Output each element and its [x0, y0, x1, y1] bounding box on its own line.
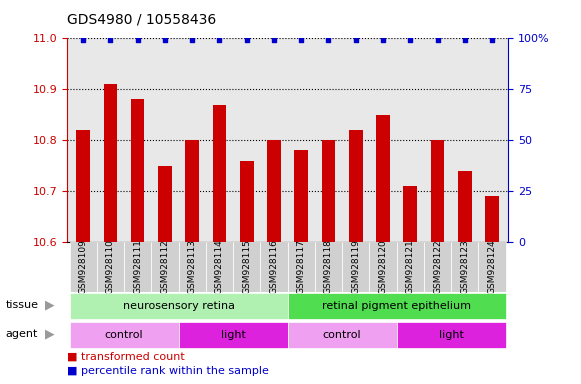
Bar: [124, 242, 151, 292]
Bar: [451, 242, 478, 292]
Bar: [267, 140, 281, 242]
Bar: [151, 242, 178, 292]
Bar: [315, 242, 342, 292]
Text: retinal pigment epithelium: retinal pigment epithelium: [322, 301, 471, 311]
Bar: [397, 322, 505, 348]
Text: GSM928115: GSM928115: [242, 240, 251, 294]
Point: [215, 37, 224, 43]
Text: light: light: [439, 330, 464, 340]
Point: [406, 37, 415, 43]
Bar: [424, 242, 451, 292]
Text: control: control: [105, 330, 144, 340]
Text: ▶: ▶: [45, 299, 54, 312]
Text: tissue: tissue: [6, 300, 39, 310]
Bar: [103, 84, 117, 242]
Bar: [288, 322, 397, 348]
Bar: [178, 242, 206, 292]
Text: GSM928121: GSM928121: [406, 240, 415, 294]
Bar: [403, 186, 417, 242]
Text: GSM928116: GSM928116: [270, 240, 278, 294]
Text: agent: agent: [6, 329, 38, 339]
Text: control: control: [323, 330, 361, 340]
Text: neurosensory retina: neurosensory retina: [123, 301, 235, 311]
Point: [351, 37, 360, 43]
Bar: [233, 242, 260, 292]
Text: GSM928120: GSM928120: [378, 240, 388, 294]
Bar: [431, 140, 444, 242]
Text: light: light: [221, 330, 246, 340]
Text: ■ transformed count: ■ transformed count: [67, 352, 185, 362]
Bar: [322, 140, 335, 242]
Point: [433, 37, 442, 43]
Point: [133, 37, 142, 43]
Bar: [70, 293, 288, 319]
Bar: [76, 130, 90, 242]
Point: [78, 37, 88, 43]
Text: ■ percentile rank within the sample: ■ percentile rank within the sample: [67, 366, 268, 376]
Text: GSM928114: GSM928114: [215, 240, 224, 294]
Text: GSM928123: GSM928123: [460, 240, 469, 294]
Text: GSM928111: GSM928111: [133, 240, 142, 294]
Bar: [178, 322, 288, 348]
Bar: [131, 99, 145, 242]
Bar: [397, 242, 424, 292]
Point: [188, 37, 197, 43]
Bar: [158, 166, 172, 242]
Point: [106, 37, 115, 43]
Point: [296, 37, 306, 43]
Point: [324, 37, 333, 43]
Text: GSM928110: GSM928110: [106, 240, 115, 294]
Bar: [288, 242, 315, 292]
Bar: [458, 170, 472, 242]
Bar: [97, 242, 124, 292]
Bar: [485, 196, 499, 242]
Bar: [295, 151, 308, 242]
Bar: [213, 104, 226, 242]
Text: GSM928113: GSM928113: [188, 240, 197, 294]
Bar: [70, 242, 97, 292]
Point: [460, 37, 469, 43]
Bar: [376, 115, 390, 242]
Point: [242, 37, 252, 43]
Point: [487, 37, 497, 43]
Bar: [70, 322, 178, 348]
Bar: [349, 130, 363, 242]
Text: GSM928112: GSM928112: [160, 240, 170, 294]
Bar: [342, 242, 370, 292]
Text: GSM928124: GSM928124: [487, 240, 497, 294]
Bar: [240, 161, 253, 242]
Bar: [206, 242, 233, 292]
Bar: [260, 242, 288, 292]
Bar: [370, 242, 397, 292]
Bar: [185, 140, 199, 242]
Text: GSM928119: GSM928119: [352, 240, 360, 294]
Point: [378, 37, 388, 43]
Point: [160, 37, 170, 43]
Point: [270, 37, 279, 43]
Text: GSM928122: GSM928122: [433, 240, 442, 294]
Text: GSM928109: GSM928109: [78, 240, 88, 294]
Text: GSM928117: GSM928117: [297, 240, 306, 294]
Text: GSM928118: GSM928118: [324, 240, 333, 294]
Text: ▶: ▶: [45, 328, 54, 341]
Text: GDS4980 / 10558436: GDS4980 / 10558436: [67, 13, 216, 27]
Bar: [288, 293, 505, 319]
Bar: [478, 242, 505, 292]
